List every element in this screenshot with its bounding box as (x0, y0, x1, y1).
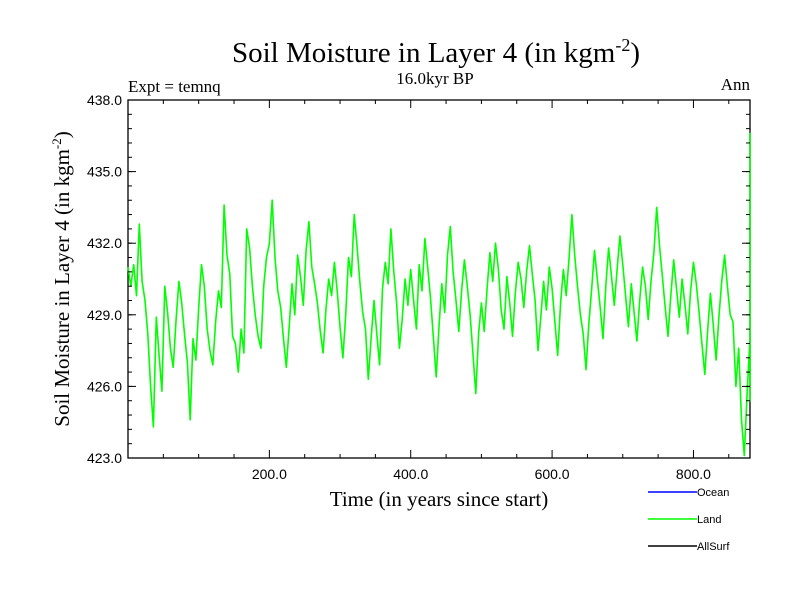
legend-label-land: Land (697, 514, 721, 526)
series-line-land (127, 132, 751, 457)
legend-label-allsurf: AllSurf (697, 541, 730, 553)
y-tick-label: 429.0 (87, 307, 122, 323)
x-axis-ticks: 200.0 400.0 600.0 800.0 (162, 100, 730, 482)
season-label: Ann (721, 75, 751, 94)
y-axis-ticks: 423.0 426.0 429.0 432.0 435.0 438.0 (87, 92, 750, 466)
chart-title: Soil Moisture in Layer 4 (in kgm-2) (232, 35, 640, 69)
legend: Ocean Land AllSurf (648, 487, 730, 553)
y-tick-label: 426.0 (87, 378, 122, 394)
y-tick-label: 432.0 (87, 235, 122, 251)
x-tick-label: 200.0 (252, 466, 287, 482)
y-tick-label: 435.0 (87, 164, 122, 180)
x-axis-label: Time (in years since start) (330, 487, 549, 511)
y-tick-label: 423.0 (87, 450, 122, 466)
y-axis-label: Soil Moisture in Layer 4 (in kgm-2) (49, 131, 74, 426)
series-group (127, 132, 751, 457)
y-tick-label: 438.0 (87, 92, 122, 108)
experiment-label: Expt = temnq (128, 77, 221, 96)
x-tick-label: 400.0 (393, 466, 428, 482)
x-tick-label: 600.0 (535, 466, 570, 482)
x-tick-label: 800.0 (676, 466, 711, 482)
chart-subtitle: 16.0kyr BP (396, 69, 473, 88)
legend-label-ocean: Ocean (697, 487, 729, 499)
